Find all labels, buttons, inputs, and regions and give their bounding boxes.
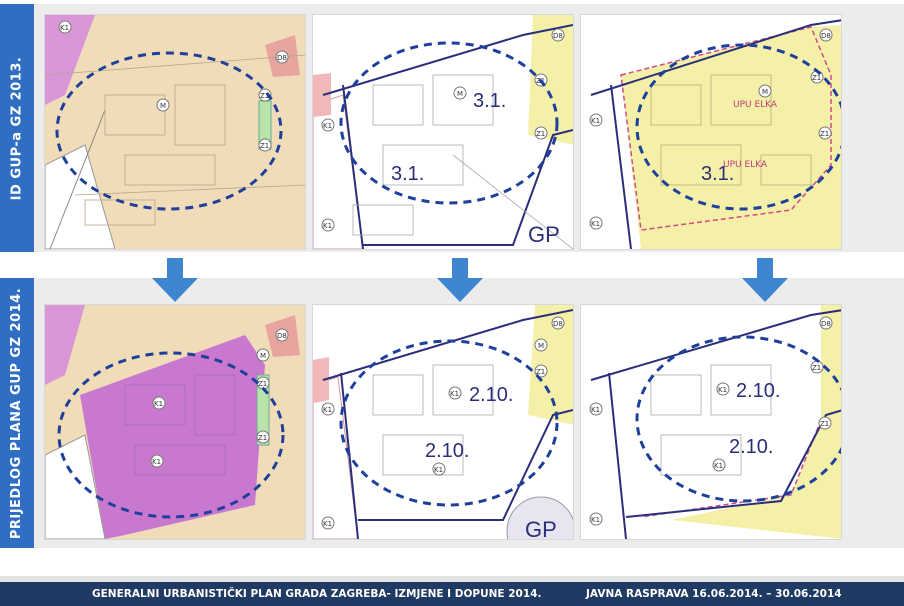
plan-label-gp: GP — [528, 222, 560, 247]
zone-label: Z1 — [536, 368, 545, 376]
zone-label: K1 — [591, 220, 600, 228]
zone-label: K1 — [718, 386, 727, 394]
upu-label: UPU ELKA — [723, 160, 768, 170]
plan-label: 2.10. — [729, 436, 773, 458]
plan-label: 3.1. — [391, 163, 424, 185]
zone-label: D8 — [821, 320, 831, 328]
arrow-down-icon — [742, 258, 788, 302]
upu-label: UPU ELKA — [733, 100, 778, 110]
zone-label: K1 — [434, 466, 443, 474]
plan-label: 3.1. — [473, 90, 506, 112]
zone-label: K1 — [591, 516, 600, 524]
zone-label: K1 — [152, 458, 161, 466]
footer-consultation-dates: JAVNA RASPRAVA 16.06.2014. – 30.06.2014 — [586, 588, 842, 600]
zone-label: Z1 — [258, 434, 267, 442]
zone-label: M — [762, 88, 768, 96]
zone-label: K1 — [323, 520, 332, 528]
map-panel-2013-center: M D8 Z1 Z1 K1 K1 3.1. 3.1. GP — [312, 14, 574, 250]
zone-label: K1 — [450, 390, 459, 398]
zone-label: M — [538, 342, 544, 350]
zone-label: K1 — [323, 222, 332, 230]
zone-label: M — [260, 352, 266, 360]
zone-label: K1 — [323, 122, 332, 130]
zone-label: Z1 — [260, 142, 269, 150]
zone-label: M — [160, 102, 166, 110]
zone-label: K1 — [323, 406, 332, 414]
zone-label: D8 — [277, 332, 287, 340]
plan-label: 3.1. — [701, 163, 734, 185]
arrow-down-icon — [437, 258, 483, 302]
footer-separator — [0, 576, 904, 582]
row-label-bottom: PRIJEDLOG PLANA GUP GZ 2014. — [0, 278, 34, 548]
footer-bar: GENERALNI URBANISTIČKI PLAN GRADA ZAGREB… — [0, 582, 904, 606]
zone-label: K1 — [591, 406, 600, 414]
zone-label: D8 — [553, 32, 563, 40]
map-panel-2013-left: M K1 D8 Z1 Z1 — [44, 14, 306, 250]
row-label-bottom-text: PRIJEDLOG PLANA GUP GZ 2014. — [9, 287, 25, 539]
zone-label: Z1 — [812, 74, 821, 82]
zone-label: K1 — [60, 24, 69, 32]
arrow-down-icon — [152, 258, 198, 302]
map-panel-2014-center: D8 M Z1 K1 K1 K1 K1 2.10. 2.10. GP — [312, 304, 574, 540]
zone-label: Z1 — [536, 130, 545, 138]
map-panel-2014-right: D8 Z1 Z1 K1 K1 K1 K1 2.10. 2.10. — [580, 304, 842, 540]
zone-label: D8 — [553, 320, 563, 328]
zone-label: Z1 — [820, 130, 829, 138]
footer-plan-title: GENERALNI URBANISTIČKI PLAN GRADA ZAGREB… — [92, 588, 542, 600]
plan-label: 2.10. — [469, 384, 513, 406]
plan-label-gp: GP — [525, 517, 557, 539]
zone-label: D8 — [821, 32, 831, 40]
map-panel-2013-right: M D8 Z1 Z1 K1 K1 UPU ELKA UPU ELKA 3.1. — [580, 14, 842, 250]
map-panel-2014-left: K1 K1 D8 M Z1 Z1 — [44, 304, 306, 540]
plan-label: 2.10. — [736, 380, 780, 402]
zone-label: K1 — [154, 400, 163, 408]
zone-label: K1 — [591, 117, 600, 125]
row-label-top: ID GUP-a GZ 2013. — [0, 4, 34, 252]
zone-label: Z1 — [260, 92, 269, 100]
zone-label: K1 — [714, 462, 723, 470]
zone-label: D8 — [277, 54, 287, 62]
row-label-top-text: ID GUP-a GZ 2013. — [9, 56, 25, 200]
zone-label: M — [457, 90, 463, 98]
zone-label: Z1 — [812, 364, 821, 372]
zone-label: Z1 — [258, 380, 267, 388]
zone-label: Z1 — [820, 420, 829, 428]
plan-label: 2.10. — [425, 440, 469, 462]
